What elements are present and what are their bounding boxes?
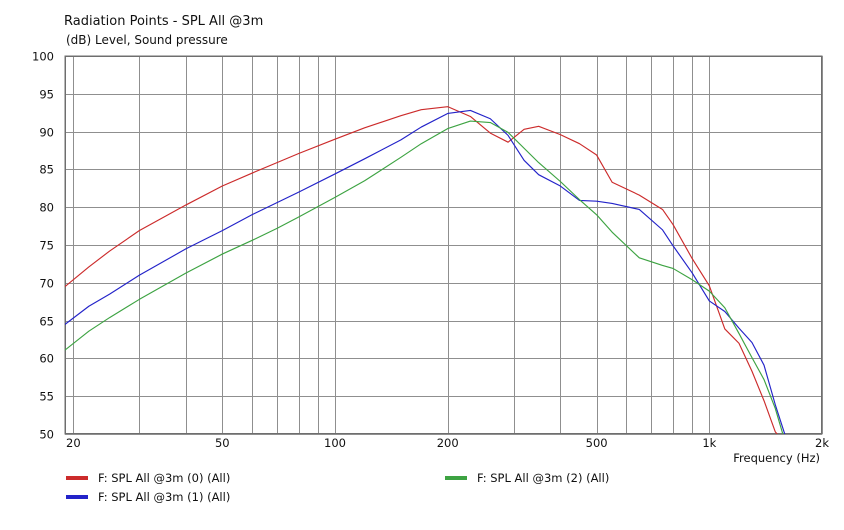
legend-label-0: F: SPL All @3m (0) (All) <box>98 471 230 485</box>
chart-title: Radiation Points - SPL All @3m <box>64 14 263 29</box>
legend-label-1: F: SPL All @3m (1) (All) <box>98 490 230 504</box>
y-tick-label: 75 <box>39 239 54 253</box>
x-tick-label: 500 <box>586 436 608 450</box>
x-tick-label: 1k <box>702 436 716 450</box>
y-tick-label: 100 <box>32 50 54 64</box>
x-tick-label: 2k <box>815 436 829 450</box>
chart-subtitle: (dB) Level, Sound pressure <box>66 33 228 47</box>
tick-labels: 50 55 60 65 70 75 80 85 90 95 100 20 50 100 200 500 1k 2k <box>32 50 829 451</box>
plot-frame <box>65 56 822 434</box>
y-tick-label: 55 <box>39 390 54 404</box>
series-line-0 <box>65 106 778 434</box>
series-line-1 <box>65 109 786 434</box>
y-tick-label: 95 <box>39 88 54 102</box>
legend: F: SPL All @3m (0) (All) F: SPL All @3m (… <box>66 471 609 504</box>
y-tick-label: 50 <box>39 428 54 442</box>
y-tick-label: 70 <box>39 277 54 291</box>
y-tick-label: 65 <box>39 315 54 329</box>
series-lines <box>65 106 786 434</box>
x-tick-label: 200 <box>437 436 459 450</box>
grid <box>64 55 823 435</box>
y-tick-label: 90 <box>39 126 54 140</box>
x-tick-label: 100 <box>324 436 346 450</box>
series-line-2 <box>65 120 784 434</box>
x-tick-label: 20 <box>66 436 81 450</box>
x-axis-label: Frequency (Hz) <box>733 451 820 465</box>
legend-label-2: F: SPL All @3m (2) (All) <box>477 471 609 485</box>
y-tick-label: 85 <box>39 163 54 177</box>
axes <box>65 56 822 434</box>
y-tick-label: 80 <box>39 201 54 215</box>
y-tick-label: 60 <box>39 352 54 366</box>
x-tick-label: 50 <box>215 436 230 450</box>
